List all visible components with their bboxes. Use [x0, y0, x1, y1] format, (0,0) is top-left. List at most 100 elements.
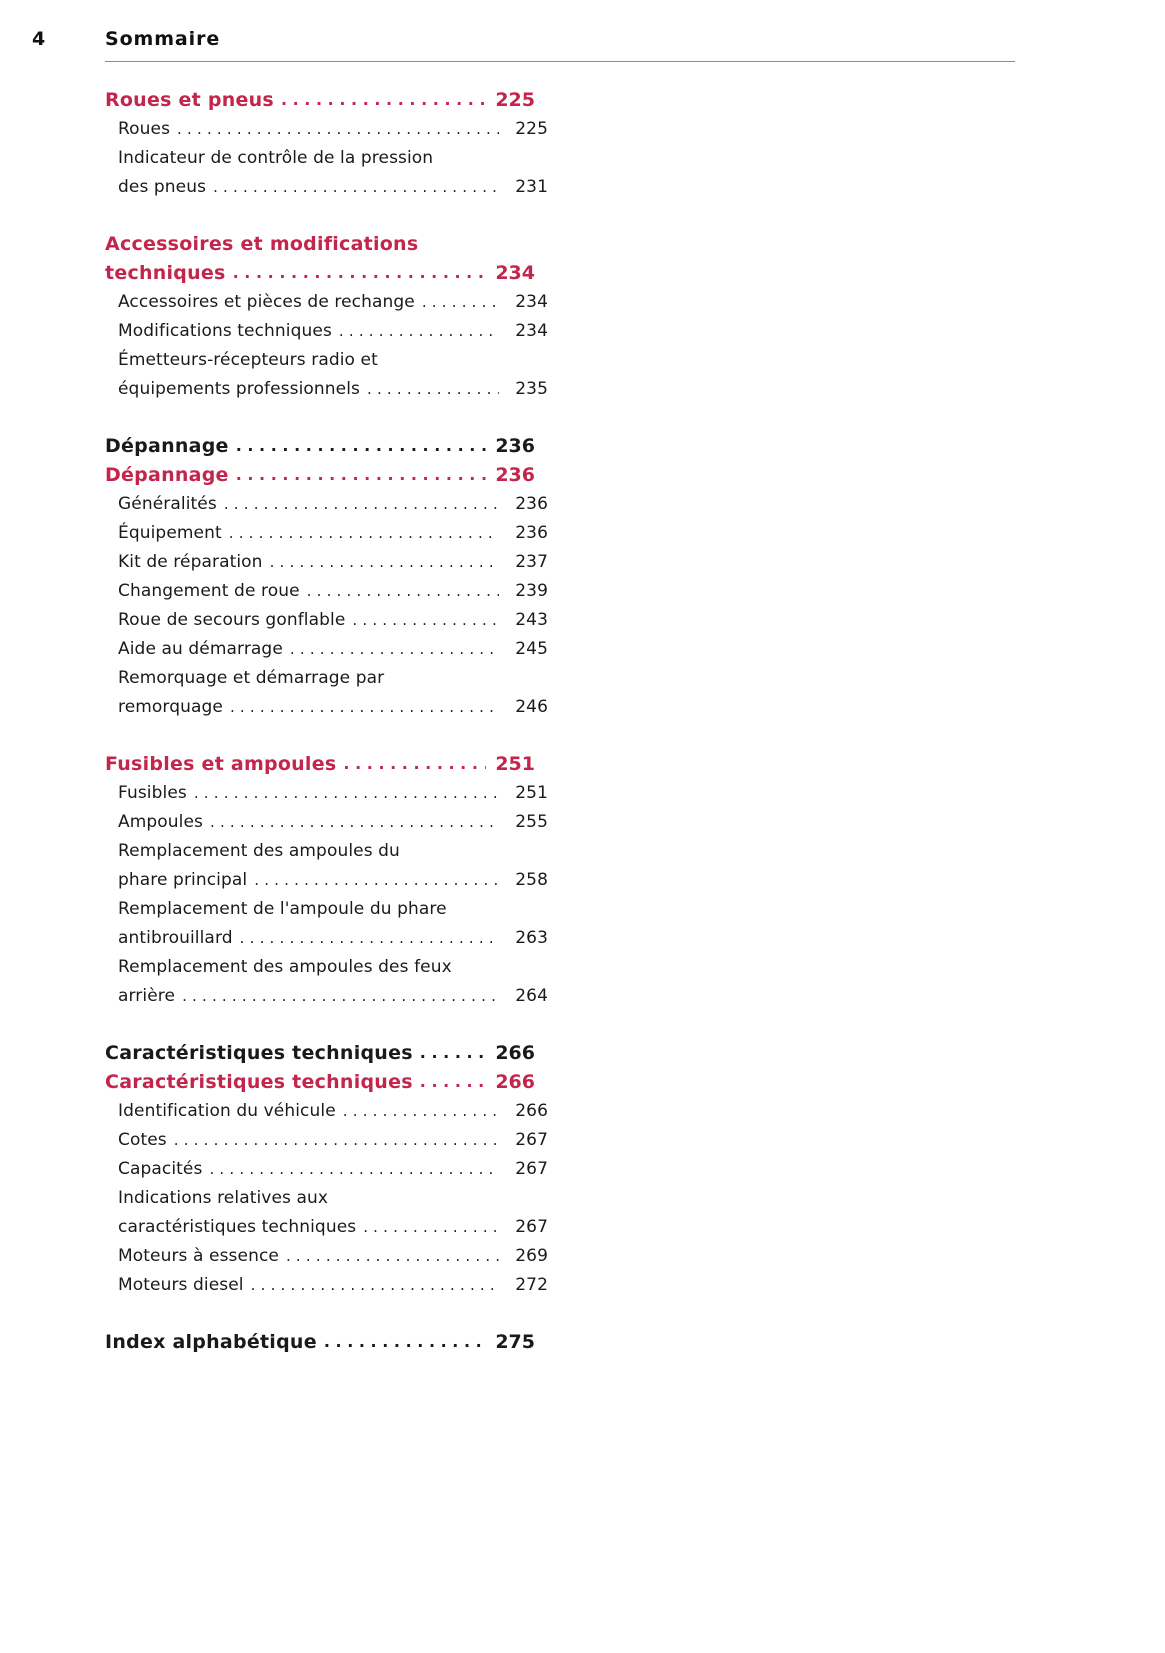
toc-entry[interactable]: Caractéristiques techniques.............… — [105, 1039, 535, 1068]
toc-entry[interactable]: phare principal.........................… — [105, 866, 548, 895]
toc-entry-label: des pneus — [118, 177, 207, 197]
toc-page-number: 266 — [495, 1042, 535, 1064]
toc-page-number: 267 — [515, 1217, 548, 1237]
toc-dot-leader: ........................................… — [239, 929, 499, 947]
toc-dot-leader: ........................................… — [342, 1102, 499, 1120]
toc-dot-leader: ........................................… — [223, 495, 499, 513]
toc-group-accessoires-et-modifications-techniques: Accessoires et modifications............… — [105, 230, 575, 404]
page-number: 4 — [32, 28, 46, 50]
toc-page-number: 272 — [515, 1275, 548, 1295]
toc-dot-leader: ........................................… — [254, 871, 499, 889]
toc-entry-label: Remplacement de l'ampoule du phare — [118, 899, 447, 919]
toc-entry[interactable]: Dépannage...............................… — [105, 432, 535, 461]
toc-entry-continuation[interactable]: Remorquage et démarrage par.............… — [105, 664, 548, 693]
toc-group-fusibles-et-ampoules: Fusibles et ampoules....................… — [105, 750, 575, 1011]
toc-dot-leader: ........................................… — [367, 380, 499, 398]
toc-dot-leader: ........................................… — [229, 698, 499, 716]
toc-entry-label: Remplacement des ampoules du — [118, 841, 400, 861]
toc-dot-leader: ........................................… — [280, 90, 486, 109]
toc-entry-continuation[interactable]: Émetteurs-récepteurs radio et...........… — [105, 346, 548, 375]
toc-entry[interactable]: Identification du véhicule..............… — [105, 1097, 548, 1126]
toc-entry[interactable]: Capacités...............................… — [105, 1155, 548, 1184]
toc-entry-continuation[interactable]: Remplacement de l'ampoule du phare......… — [105, 895, 548, 924]
toc-page-number: 236 — [495, 464, 535, 486]
toc-entry-label: Ampoules — [118, 812, 203, 832]
toc-entry-label: Équipement — [118, 523, 222, 543]
toc-page-number: 267 — [515, 1130, 548, 1150]
toc-entry[interactable]: Moteurs diesel..........................… — [105, 1271, 548, 1300]
toc-entry[interactable]: antibrouillard..........................… — [105, 924, 548, 953]
toc-entry-label: arrière — [118, 986, 176, 1006]
toc-entry-label: Fusibles — [118, 783, 187, 803]
toc-entry-label: Identification du véhicule — [118, 1101, 336, 1121]
toc-entry[interactable]: Fusibles et ampoules....................… — [105, 750, 535, 779]
toc-entry[interactable]: Généralités.............................… — [105, 490, 548, 519]
toc-entry[interactable]: Ampoules................................… — [105, 808, 548, 837]
toc-entry[interactable]: Accessoires et pièces de rechange.......… — [105, 288, 548, 317]
toc-entry[interactable]: Roues...................................… — [105, 115, 548, 144]
toc-page-number: 245 — [515, 639, 548, 659]
toc-entry-label: Roue de secours gonflable — [118, 610, 346, 630]
toc-entry[interactable]: Roue de secours gonflable...............… — [105, 606, 548, 635]
toc-entry-label: phare principal — [118, 870, 248, 890]
toc-entry[interactable]: Dépannage...............................… — [105, 461, 535, 490]
toc-page-number: 275 — [495, 1331, 535, 1353]
toc-dot-leader: ........................................… — [421, 293, 499, 311]
toc-entry-continuation[interactable]: Indicateur de contrôle de la pression...… — [105, 144, 548, 173]
toc-entry[interactable]: Équipement..............................… — [105, 519, 548, 548]
toc-entry-label: Dépannage — [105, 464, 229, 486]
toc-entry[interactable]: Cotes...................................… — [105, 1126, 548, 1155]
toc-entry[interactable]: Kit de réparation.......................… — [105, 548, 548, 577]
toc-page-number: 269 — [515, 1246, 548, 1266]
toc-dot-leader: ........................................… — [285, 1247, 499, 1265]
toc-page-number: 243 — [515, 610, 548, 630]
toc-entry[interactable]: des pneus...............................… — [105, 173, 548, 202]
toc-entry[interactable]: Aide au démarrage.......................… — [105, 635, 548, 664]
toc-entry-label: Caractéristiques techniques — [105, 1042, 413, 1064]
toc-entry[interactable]: Changement de roue......................… — [105, 577, 548, 606]
toc-entry-continuation[interactable]: Accessoires et modifications............… — [105, 230, 535, 259]
toc-dot-leader: ........................................… — [232, 263, 486, 282]
toc-entry[interactable]: Moteurs à essence.......................… — [105, 1242, 548, 1271]
toc-page-number: 225 — [495, 89, 535, 111]
toc-page-number: 236 — [515, 494, 548, 514]
toc-entry[interactable]: caractéristiques techniques.............… — [105, 1213, 548, 1242]
header-divider — [105, 61, 1015, 62]
toc-page-number: 255 — [515, 812, 548, 832]
toc-entry[interactable]: Caractéristiques techniques.............… — [105, 1068, 535, 1097]
toc-dot-leader: ........................................… — [289, 640, 499, 658]
toc-entry-continuation[interactable]: Remplacement des ampoules du............… — [105, 837, 548, 866]
toc-entry-label: Roues et pneus — [105, 89, 274, 111]
toc-entry-label: Indicateur de contrôle de la pression — [118, 148, 434, 168]
toc-group-caracteristiques-techniques: Caractéristiques techniques.............… — [105, 1039, 575, 1300]
toc-page-number: 231 — [515, 177, 548, 197]
toc-entry[interactable]: Index alphabétique......................… — [105, 1328, 535, 1357]
toc-group-roues-et-pneus: Roues et pneus..........................… — [105, 86, 575, 202]
page-title: Sommaire — [105, 28, 221, 50]
toc-dot-leader: ........................................… — [193, 784, 499, 802]
toc-entry[interactable]: Fusibles................................… — [105, 779, 548, 808]
toc-dot-leader: ........................................… — [323, 1332, 486, 1351]
toc-entry-label: Modifications techniques — [118, 321, 332, 341]
toc-dot-leader: ........................................… — [343, 754, 486, 773]
toc-entry[interactable]: équipements professionnels..............… — [105, 375, 548, 404]
toc-entry[interactable]: techniques..............................… — [105, 259, 535, 288]
toc-dot-leader: ........................................… — [173, 1131, 499, 1149]
toc-entry-label: Généralités — [118, 494, 217, 514]
toc-entry-label: remorquage — [118, 697, 223, 717]
toc-entry[interactable]: Roues et pneus..........................… — [105, 86, 535, 115]
table-of-contents: Roues et pneus..........................… — [105, 86, 575, 1357]
toc-entry[interactable]: Modifications techniques................… — [105, 317, 548, 346]
toc-page-number: 266 — [515, 1101, 548, 1121]
toc-entry-continuation[interactable]: Indications relatives aux...............… — [105, 1184, 548, 1213]
toc-entry[interactable]: remorquage..............................… — [105, 693, 548, 722]
toc-entry-label: Moteurs à essence — [118, 1246, 279, 1266]
toc-page-number: 251 — [515, 783, 548, 803]
toc-dot-leader: ........................................… — [235, 465, 486, 484]
toc-entry-continuation[interactable]: Remplacement des ampoules des feux......… — [105, 953, 548, 982]
toc-entry-label: Capacités — [118, 1159, 203, 1179]
toc-entry[interactable]: arrière.................................… — [105, 982, 548, 1011]
toc-page-number: 236 — [515, 523, 548, 543]
toc-page-number: 237 — [515, 552, 548, 572]
toc-dot-leader: ........................................… — [235, 436, 486, 455]
